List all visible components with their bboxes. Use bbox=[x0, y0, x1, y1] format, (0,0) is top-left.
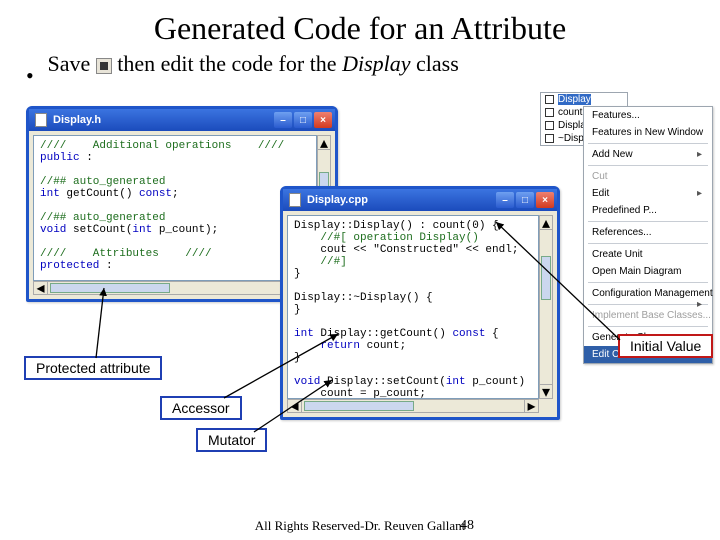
menu-item[interactable]: Cut bbox=[584, 168, 712, 185]
horizontal-scrollbar[interactable]: ◂ ▸ bbox=[287, 399, 539, 413]
menu-separator bbox=[588, 282, 708, 283]
scroll-thumb[interactable] bbox=[304, 401, 414, 411]
window-title-cpp: Display.cpp bbox=[307, 194, 368, 206]
callout-protected-attribute: Protected attribute bbox=[24, 356, 162, 380]
menu-item[interactable]: Create Unit bbox=[584, 246, 712, 263]
menu-separator bbox=[588, 143, 708, 144]
slide-title: Generated Code for an Attribute bbox=[0, 0, 720, 51]
context-menu[interactable]: Features...Features in New Window Add New… bbox=[583, 106, 713, 364]
bullet-italic: Display bbox=[342, 51, 410, 76]
horizontal-scrollbar[interactable]: ◂ ▸ bbox=[33, 281, 317, 295]
menu-separator bbox=[588, 304, 708, 305]
scroll-down-icon[interactable]: ▾ bbox=[540, 384, 552, 398]
code-area-h[interactable]: //// Additional operations //// public :… bbox=[33, 135, 317, 281]
scroll-up-icon[interactable]: ▴ bbox=[540, 216, 552, 230]
menu-item[interactable]: References... bbox=[584, 224, 712, 241]
menu-item[interactable]: Configuration Management bbox=[584, 285, 712, 302]
scroll-thumb[interactable] bbox=[541, 256, 551, 300]
tree-icon bbox=[545, 134, 554, 143]
tree-label: count bbox=[558, 107, 582, 118]
menu-separator bbox=[588, 165, 708, 166]
bullet-suffix: class bbox=[411, 51, 459, 76]
document-icon bbox=[35, 113, 47, 127]
minimize-button[interactable]: – bbox=[274, 112, 292, 128]
menu-item[interactable]: Predefined P... bbox=[584, 202, 712, 219]
page-number: 48 bbox=[460, 518, 474, 534]
maximize-button[interactable]: □ bbox=[516, 192, 534, 208]
scroll-left-icon[interactable]: ◂ bbox=[34, 282, 48, 294]
scroll-up-icon[interactable]: ▴ bbox=[318, 136, 330, 150]
tree-icon bbox=[545, 108, 554, 117]
menu-separator bbox=[588, 221, 708, 222]
footer-text: All Rights Reserved-Dr. Reuven Gallant bbox=[0, 518, 720, 534]
bullet-mid: then edit the code for the bbox=[117, 51, 342, 76]
menu-item[interactable]: Edit bbox=[584, 185, 712, 202]
menu-item[interactable]: Add New bbox=[584, 146, 712, 163]
scroll-right-icon[interactable]: ▸ bbox=[524, 400, 538, 412]
callout-mutator: Mutator bbox=[196, 428, 267, 452]
menu-separator bbox=[588, 243, 708, 244]
titlebar-display-cpp[interactable]: Display.cpp – □ × bbox=[283, 189, 557, 211]
titlebar-display-h[interactable]: Display.h – □ × bbox=[29, 109, 335, 131]
minimize-button[interactable]: – bbox=[496, 192, 514, 208]
document-icon bbox=[289, 193, 301, 207]
bullet-dot: • bbox=[26, 63, 32, 69]
floppy-icon bbox=[96, 58, 112, 74]
close-button[interactable]: × bbox=[314, 112, 332, 128]
tree-icon bbox=[545, 95, 554, 104]
tree-label: Display bbox=[558, 94, 591, 105]
callout-accessor: Accessor bbox=[160, 396, 242, 420]
bullet-prefix: Save bbox=[48, 51, 91, 76]
code-area-cpp[interactable]: Display::Display() : count(0) { //#[ ope… bbox=[287, 215, 539, 399]
menu-item[interactable]: Features in New Window bbox=[584, 124, 712, 141]
menu-item[interactable]: Implement Base Classes... bbox=[584, 307, 712, 324]
scroll-left-icon[interactable]: ◂ bbox=[288, 400, 302, 412]
close-button[interactable]: × bbox=[536, 192, 554, 208]
tree-item[interactable]: Display bbox=[541, 93, 627, 106]
menu-separator bbox=[588, 326, 708, 327]
window-title-h: Display.h bbox=[53, 114, 101, 126]
callout-initial-value: Initial Value bbox=[618, 334, 713, 358]
scroll-thumb[interactable] bbox=[50, 283, 170, 293]
menu-item[interactable]: Open Main Diagram bbox=[584, 263, 712, 280]
vertical-scrollbar[interactable]: ▴ ▾ bbox=[539, 215, 553, 399]
bullet-line: • Save then edit the code for the Displa… bbox=[0, 51, 720, 77]
window-display-cpp: Display.cpp – □ × Display::Display() : c… bbox=[280, 186, 560, 420]
menu-item[interactable]: Features... bbox=[584, 107, 712, 124]
maximize-button[interactable]: □ bbox=[294, 112, 312, 128]
tree-icon bbox=[545, 121, 554, 130]
